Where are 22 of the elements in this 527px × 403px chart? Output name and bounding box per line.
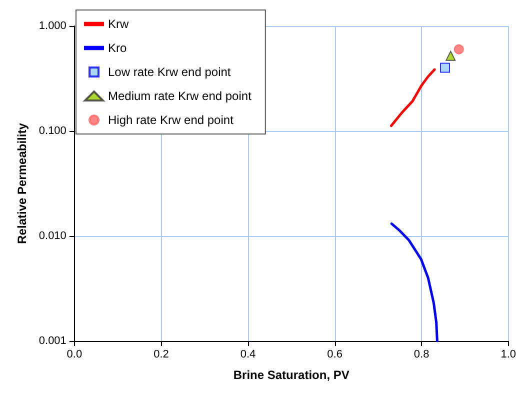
line-series [390,222,438,342]
x-tick-label: 1.0 [500,348,516,360]
point [446,50,456,61]
x-tick-label: 0.6 [327,348,342,360]
legend-label: High rate Krw end point [108,113,234,127]
y-axis-title: Relative Permeability [15,122,29,244]
legend-label: Medium rate Krw end point [108,89,252,103]
point [454,44,464,54]
y-tick-label: 0.001 [38,335,66,347]
legend-label: Krw [108,17,129,31]
line-series [390,68,436,128]
x-tick-label: 0.2 [154,348,169,360]
x-axis-title: Brine Saturation, PV [233,368,350,382]
point [440,62,450,73]
x-tick-label: 0.0 [66,348,82,360]
x-tick-label: 0.8 [414,348,430,360]
y-tick-label: 1.000 [38,20,66,32]
y-tick-label: 0.100 [38,125,66,137]
y-tick-label: 0.010 [38,230,66,242]
x-tick-label: 0.4 [240,348,256,360]
legend-label: Low rate Krw end point [108,65,232,79]
legend-label: Kro [108,41,127,55]
